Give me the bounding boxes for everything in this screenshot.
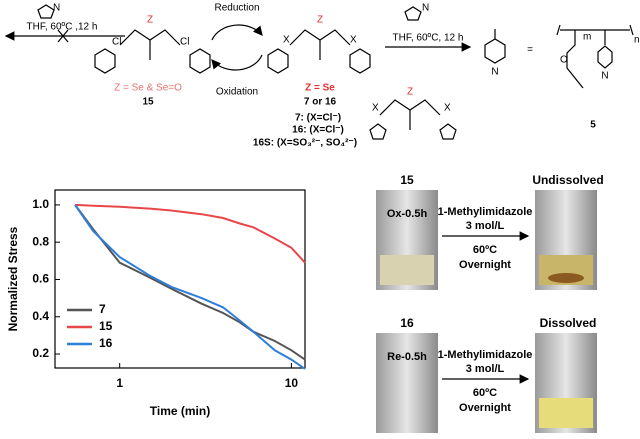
polymer <box>556 24 634 89</box>
imidazole <box>37 4 55 19</box>
sample-label: 15 <box>400 173 414 187</box>
note: 16: (X=Cl⁻) <box>292 125 344 136</box>
vial-liquid <box>380 255 434 285</box>
atom: Z <box>147 15 153 26</box>
atom: N <box>53 3 60 14</box>
chart: Time (min) Normalized Stress <box>6 189 306 418</box>
atom: X <box>283 35 290 46</box>
molecule-15 <box>94 29 211 74</box>
atom: N <box>601 71 608 82</box>
atom: m <box>583 32 591 43</box>
atom: N <box>491 67 498 78</box>
pyridine <box>484 29 506 64</box>
legend-label: 16 <box>99 336 113 350</box>
imidazole <box>404 6 422 21</box>
plot-frame <box>54 189 306 369</box>
reagent: THF, 60ºC, 12 h <box>393 33 464 44</box>
atom: X <box>350 35 357 46</box>
result-label: Dissolved <box>540 316 597 330</box>
vial-photo <box>376 333 438 433</box>
legend-label: 7 <box>99 302 106 316</box>
x-axis-label: Time (min) <box>150 404 210 418</box>
z-label: Z = Se & Se=O <box>114 83 182 94</box>
atom: n <box>634 35 640 46</box>
reagent: THF, 60ºC ,12 h <box>27 22 98 33</box>
x-tick-label: 10 <box>285 376 299 390</box>
atom: N <box>422 3 429 14</box>
arrow <box>211 24 263 41</box>
molecule-7 <box>267 29 371 74</box>
condition: 1-Methylimidazole <box>438 206 533 218</box>
oxidation: Oxidation <box>216 87 258 98</box>
atom: Cl <box>112 37 121 48</box>
atom: Z <box>407 87 413 98</box>
atom: X <box>444 103 451 114</box>
atom: O <box>560 55 568 66</box>
data-line <box>74 204 306 361</box>
condition: 60ºC <box>473 387 497 399</box>
y-tick-label: 0.4 <box>32 309 49 323</box>
scheme: N THF, 60ºC ,12 h Z Cl Cl Z = Se & Se=O … <box>4 3 640 149</box>
legend-label: 15 <box>99 319 113 333</box>
condition: 3 mol/L <box>466 220 505 232</box>
molecule-adduct <box>369 99 457 140</box>
condition: Overnight <box>459 402 511 414</box>
vial-label: Re-0.5h <box>387 351 427 363</box>
data-line <box>75 203 306 264</box>
reduction: Reduction <box>214 3 259 14</box>
vial-label: Ox-0.5h <box>387 208 428 220</box>
cross <box>57 29 69 43</box>
atom: X <box>372 103 379 114</box>
compound-label: 7 or 16 <box>304 97 337 108</box>
precipitate <box>548 273 584 283</box>
z-label: Z = Se <box>305 83 335 94</box>
photos <box>376 190 597 433</box>
y-axis-label: Normalized Stress <box>6 226 20 331</box>
condition: 3 mol/L <box>466 363 505 375</box>
y-tick-label: 0.6 <box>32 272 49 286</box>
y-tick-label: 1.0 <box>32 197 49 211</box>
y-tick-label: 0.8 <box>32 234 49 248</box>
arrow <box>211 54 263 71</box>
condition: 60ºC <box>473 244 497 256</box>
equals: = <box>527 45 533 56</box>
sample-label: 16 <box>400 316 414 330</box>
compound-label: 5 <box>590 120 596 131</box>
data-line <box>74 204 306 370</box>
vial-liquid <box>539 398 593 428</box>
y-tick-label: 0.2 <box>32 346 49 360</box>
atom: Cl <box>180 37 189 48</box>
compound-label: 15 <box>142 97 154 108</box>
condition: Overnight <box>459 259 511 271</box>
result-label: Undissolved <box>532 173 603 187</box>
note: 16S: (X=SO₃²⁻, SO₄²⁻) <box>253 138 357 149</box>
x-tick-label: 1 <box>116 376 123 390</box>
condition: 1-Methylimidazole <box>438 349 533 361</box>
note: 7: (X=Cl⁻) <box>295 113 341 124</box>
atom: Z <box>317 15 323 26</box>
